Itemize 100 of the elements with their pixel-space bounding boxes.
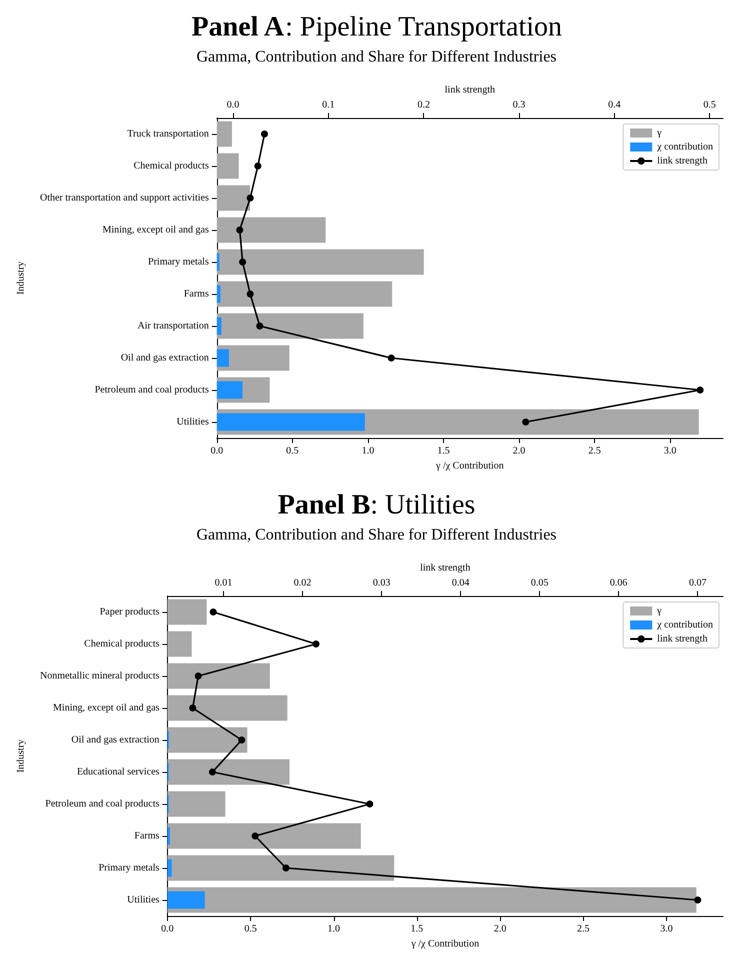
bar <box>167 887 696 913</box>
bar <box>167 891 205 909</box>
point <box>189 704 196 712</box>
point <box>238 736 246 744</box>
bar <box>216 153 239 179</box>
y-tick-label: Oil and gas extraction <box>71 734 160 746</box>
y-tick-label: Truck transportation <box>127 128 209 140</box>
bar <box>167 855 394 881</box>
bar <box>167 759 290 785</box>
x-tick-label: 2.5 <box>577 924 590 934</box>
bar <box>216 253 220 271</box>
point <box>210 608 217 616</box>
point <box>388 354 395 362</box>
point <box>194 672 202 680</box>
legend-label: χ contribution <box>656 620 714 630</box>
x2-tick-label: 0.1 <box>322 100 335 110</box>
point <box>282 864 290 872</box>
chart-subtitle: Gamma, Contribution and Share for Different Industries <box>196 48 557 66</box>
y-tick-label: Petroleum and coal products <box>45 798 160 810</box>
point <box>252 832 259 840</box>
x-tick-label: 2.0 <box>512 446 526 456</box>
point <box>366 800 374 808</box>
y-tick-label: Primary metals <box>148 256 209 268</box>
y-tick-label: Utilities <box>176 416 209 428</box>
x-tick-label: 2.5 <box>588 446 601 456</box>
x2-tick-label: 0.06 <box>610 578 628 588</box>
bar <box>216 249 424 275</box>
bar <box>216 413 365 431</box>
x2-axis-title: link strength <box>420 562 470 574</box>
x2-tick-label: 0.3 <box>512 100 526 110</box>
point <box>236 226 244 234</box>
y-tick-label: Educational services <box>76 766 160 778</box>
y-tick-label: Chemical products <box>134 160 209 172</box>
point <box>694 896 702 904</box>
chart-title: Panel B: Utilities <box>278 490 476 520</box>
x-axis-title: γ /χ Contribution <box>435 460 504 472</box>
bar <box>167 791 226 817</box>
x-tick-label: 2.0 <box>494 924 506 934</box>
legend-label: χ contribution <box>656 142 714 152</box>
bar <box>216 285 220 303</box>
legend-label: link strength <box>657 156 708 166</box>
point <box>312 640 320 648</box>
y-tick-label: Petroleum and coal products <box>94 384 209 396</box>
point <box>246 194 254 202</box>
bar <box>216 313 364 339</box>
x2-tick-label: 0.05 <box>530 578 548 588</box>
bar <box>216 317 222 335</box>
y-tick-label: Air transportation <box>137 320 209 332</box>
y-axis-title: Industry <box>16 739 26 773</box>
bar <box>216 217 326 243</box>
bar <box>167 663 270 689</box>
y-tick-label: Oil and gas extraction <box>120 352 209 364</box>
x2-tick-label: 0.03 <box>372 578 390 588</box>
bar <box>167 631 192 657</box>
bar <box>167 599 207 625</box>
x2-axis-title: link strength <box>444 84 496 96</box>
bar <box>216 121 232 147</box>
point <box>254 162 262 170</box>
x2-tick-label: 0.02 <box>294 578 312 588</box>
bar <box>216 381 243 399</box>
y-tick-label: Farms <box>184 288 209 300</box>
y-tick-label: Primary metals <box>98 862 160 874</box>
y-tick-label: Mining, except oil and gas <box>102 224 209 236</box>
x-tick-label: 3.0 <box>660 924 673 934</box>
point <box>696 386 704 394</box>
point <box>522 418 530 426</box>
chart-title: Panel A: Pipeline Transportation <box>192 12 562 42</box>
y-tick-label: Paper products <box>100 606 160 618</box>
legend-label: link strength <box>657 634 708 644</box>
legend-label: γ <box>656 128 662 138</box>
bar <box>167 695 288 721</box>
x2-tick-label: 0.4 <box>608 100 621 110</box>
x-tick-label: 1.5 <box>437 446 450 456</box>
x2-tick-label: 0.0 <box>226 100 240 110</box>
y-tick-label: Other transportation and support activities <box>40 192 209 204</box>
y-tick-label: Nonmetallic mineral products <box>40 670 160 682</box>
x2-tick-label: 0.2 <box>417 100 430 110</box>
y-axis-title: Industry <box>16 261 26 295</box>
x2-tick-label: 0.5 <box>703 100 716 110</box>
bar <box>167 823 361 849</box>
bar <box>167 859 172 877</box>
point <box>246 290 254 298</box>
bar <box>216 281 392 307</box>
point <box>208 768 216 776</box>
y-tick-label: Farms <box>134 830 160 842</box>
chart-subtitle: Gamma, Contribution and Share for Different Industries <box>196 526 557 544</box>
y-tick-label: Utilities <box>127 894 160 906</box>
y-tick-label: Mining, except oil and gas <box>53 702 160 714</box>
x-tick-label: 0.0 <box>161 924 174 934</box>
bar <box>216 185 250 211</box>
point <box>256 322 264 330</box>
x-tick-label: 0.5 <box>244 924 257 934</box>
x2-tick-label: 0.04 <box>452 578 470 588</box>
bar <box>216 349 229 367</box>
bar <box>167 827 170 845</box>
x2-tick-label: 0.07 <box>688 578 706 588</box>
x-axis-title: γ /χ Contribution <box>410 938 480 950</box>
point <box>239 258 246 266</box>
point <box>261 130 268 138</box>
x-tick-label: 3.0 <box>664 446 676 456</box>
